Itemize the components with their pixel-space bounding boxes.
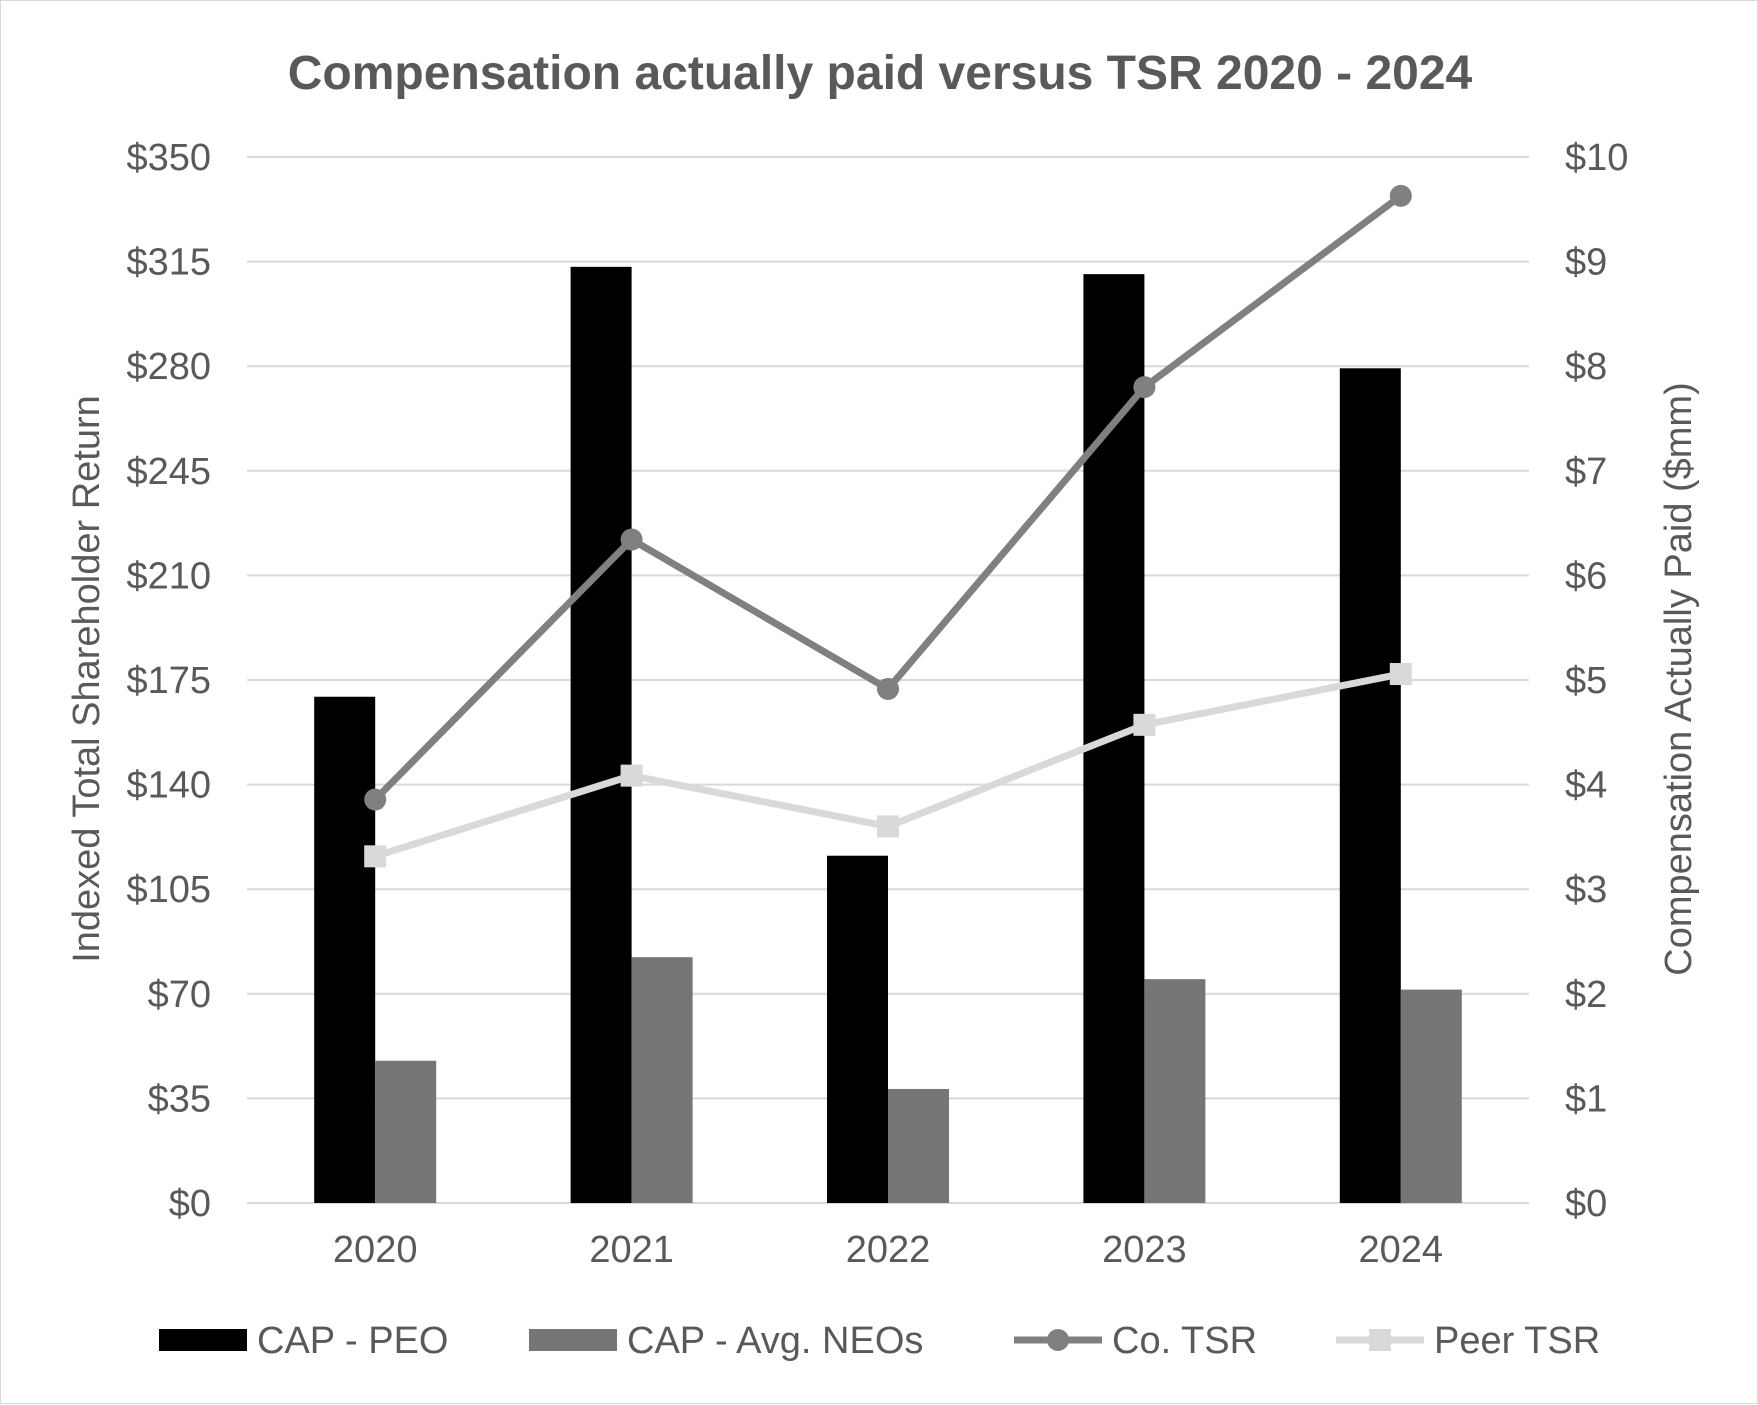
legend-label-cap-avg-neos: CAP - Avg. NEOs bbox=[627, 1320, 923, 1362]
bar-cap-avg-neos bbox=[1400, 989, 1462, 1203]
legend-swatch-cap-avg-neos bbox=[529, 1329, 617, 1351]
bar-cap-peo bbox=[570, 266, 632, 1204]
marker-peer-tsr bbox=[364, 845, 387, 868]
x-tick-label: 2020 bbox=[333, 1229, 418, 1271]
chart-title: Compensation actually paid versus TSR 20… bbox=[288, 47, 1473, 100]
y-tick-left: $315 bbox=[126, 242, 211, 284]
legend-label-co-tsr: Co. TSR bbox=[1112, 1320, 1257, 1362]
bar-cap-peo bbox=[1339, 368, 1401, 1203]
legend: CAP - PEO CAP - Avg. NEOs Co. TSR Peer TSR bbox=[159, 1320, 1600, 1362]
legend-marker-co-tsr bbox=[1047, 1329, 1069, 1351]
y-tick-right: $5 bbox=[1565, 660, 1607, 702]
y-tick-right: $0 bbox=[1565, 1183, 1607, 1225]
x-axis-ticks: 2020 2021 2022 2023 2024 bbox=[333, 1229, 1443, 1271]
y-tick-left: $350 bbox=[126, 137, 211, 179]
bar-cap-avg-neos bbox=[888, 1088, 949, 1203]
legend-marker-peer-tsr bbox=[1369, 1329, 1391, 1351]
marker-peer-tsr bbox=[620, 764, 643, 787]
y-tick-left: $210 bbox=[126, 555, 211, 597]
y-axis-title-left: Indexed Total Shareholder Return bbox=[66, 395, 108, 963]
y-tick-left: $0 bbox=[169, 1183, 211, 1225]
y-tick-left: $70 bbox=[148, 974, 211, 1016]
y-tick-right: $4 bbox=[1565, 765, 1607, 807]
marker-co-tsr bbox=[1389, 184, 1412, 207]
y-tick-right: $9 bbox=[1565, 242, 1607, 284]
bar-cap-avg-neos bbox=[1144, 979, 1206, 1203]
x-tick-label: 2021 bbox=[589, 1229, 674, 1271]
marker-co-tsr bbox=[364, 788, 387, 811]
y-tick-left: $35 bbox=[148, 1078, 211, 1120]
y-tick-left: $280 bbox=[126, 346, 211, 388]
marker-peer-tsr bbox=[1133, 713, 1156, 736]
y-axis-left-ticks: $0 $35 $70 $105 $140 $175 $210 $245 $280 $315 $350 bbox=[126, 137, 211, 1225]
marker-co-tsr bbox=[1133, 376, 1156, 399]
marker-co-tsr bbox=[620, 528, 643, 551]
y-tick-right: $1 bbox=[1565, 1078, 1607, 1120]
legend-label-peer-tsr: Peer TSR bbox=[1434, 1320, 1600, 1362]
bar-cap-peo bbox=[314, 696, 376, 1203]
y-tick-right: $8 bbox=[1565, 346, 1607, 388]
y-tick-left: $140 bbox=[126, 765, 211, 807]
y-tick-right: $7 bbox=[1565, 451, 1607, 493]
y-axis-right-ticks: $0 $1 $2 $3 $4 $5 $6 $7 $8 $9 $10 bbox=[1565, 137, 1628, 1225]
marker-peer-tsr bbox=[877, 815, 899, 838]
legend-label-cap-peo: CAP - PEO bbox=[257, 1320, 448, 1362]
marker-peer-tsr bbox=[1389, 663, 1412, 686]
x-tick-label: 2024 bbox=[1359, 1229, 1444, 1271]
y-tick-right: $10 bbox=[1565, 137, 1628, 179]
line-series bbox=[364, 184, 1412, 868]
y-tick-left: $175 bbox=[126, 660, 211, 702]
legend-swatch-cap-peo bbox=[159, 1329, 247, 1351]
y-tick-left: $105 bbox=[126, 869, 211, 911]
y-tick-right: $6 bbox=[1565, 555, 1607, 597]
x-tick-label: 2022 bbox=[846, 1229, 931, 1271]
y-axis-title-right: Compensation Actually Paid ($mm) bbox=[1658, 382, 1700, 975]
y-tick-right: $3 bbox=[1565, 869, 1607, 911]
bar-cap-avg-neos bbox=[375, 1060, 437, 1203]
y-tick-right: $2 bbox=[1565, 974, 1607, 1016]
marker-co-tsr bbox=[877, 677, 899, 700]
line-co-tsr bbox=[372, 193, 1403, 803]
bar-cap-peo bbox=[827, 855, 888, 1203]
bar-cap-avg-neos bbox=[631, 957, 693, 1203]
x-tick-label: 2023 bbox=[1102, 1229, 1187, 1271]
bar-series bbox=[314, 266, 1462, 1204]
y-tick-left: $245 bbox=[126, 451, 211, 493]
